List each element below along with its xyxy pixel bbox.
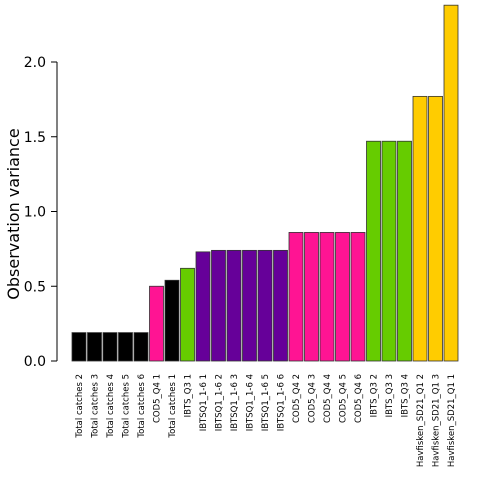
y-tick-label: 1.5 — [24, 130, 46, 146]
bar — [211, 249, 226, 362]
x-tick-label: Havfisken_SD21_Q1 3 — [432, 374, 442, 467]
x-axis-labels: Total catches 2 Total catches 3 Total catc… — [75, 374, 457, 467]
bar — [350, 232, 366, 362]
bars-layer — [71, 4, 459, 362]
bar — [195, 251, 211, 362]
x-tick-label: Havfisken_SD21_Q1 1 — [447, 374, 457, 467]
x-tick-label: IBTS_Q3 2 — [370, 374, 380, 417]
x-tick-label: IBTSQ1_1-6 1 — [199, 374, 209, 431]
x-tick-label: IBTS_Q3 3 — [385, 374, 395, 417]
bar — [133, 332, 149, 362]
x-tick-label: Havfisken_SD21_Q1 2 — [416, 374, 426, 467]
x-tick-label: IBTS_Q3 1 — [184, 374, 194, 417]
bar — [319, 232, 335, 362]
bar — [288, 232, 304, 362]
y-axis: 0.0 0.5 1.0 1.5 2.0 — [24, 55, 58, 370]
bar — [71, 332, 87, 362]
y-axis-title: Observation variance — [4, 128, 23, 299]
x-tick-label: COD5_Q4 2 — [292, 374, 302, 423]
bar — [304, 232, 319, 362]
x-tick-label: Total catches 4 — [106, 374, 116, 439]
x-tick-label: Total catches 3 — [91, 374, 101, 439]
x-tick-label: Total catches 6 — [137, 374, 147, 439]
x-tick-label: Total catches 2 — [75, 374, 85, 439]
bar — [428, 95, 443, 362]
bar — [366, 140, 381, 362]
y-tick-label: 0.5 — [24, 279, 46, 295]
x-tick-label: Total catches 1 — [168, 374, 178, 439]
bar — [412, 95, 428, 362]
bar — [180, 267, 195, 362]
bar — [164, 279, 180, 362]
x-tick-label: COD5_Q4 6 — [354, 374, 364, 423]
y-tick-label: 0.0 — [24, 354, 46, 370]
bar — [87, 332, 102, 362]
x-tick-label: IBTSQ1_1-6 3 — [230, 374, 240, 431]
x-tick-label: COD5_Q4 3 — [308, 374, 318, 423]
x-tick-label: IBTSQ1_1-6 5 — [261, 374, 271, 431]
bar — [443, 4, 459, 362]
bar — [273, 249, 288, 362]
bar — [226, 249, 242, 362]
bar — [102, 332, 118, 362]
bar — [257, 249, 273, 362]
bar — [242, 249, 257, 362]
x-tick-label: IBTS_Q3 4 — [401, 374, 411, 417]
y-tick-label: 1.0 — [24, 205, 46, 221]
x-tick-label: COD5_Q4 4 — [323, 374, 333, 423]
x-tick-label: Total catches 5 — [122, 374, 132, 439]
x-tick-label: COD5_Q4 1 — [153, 374, 163, 423]
x-tick-label: COD5_Q4 5 — [339, 374, 349, 423]
bar — [149, 285, 164, 362]
bar — [335, 232, 350, 362]
bar — [397, 140, 412, 362]
x-tick-label: IBTSQ1_1-6 2 — [215, 374, 225, 431]
bar — [381, 140, 397, 362]
x-tick-label: IBTSQ1_1-6 4 — [246, 374, 256, 431]
bar — [118, 332, 133, 362]
y-tick-label: 2.0 — [24, 55, 46, 71]
x-tick-label: IBTSQ1_1-6 6 — [277, 374, 287, 431]
